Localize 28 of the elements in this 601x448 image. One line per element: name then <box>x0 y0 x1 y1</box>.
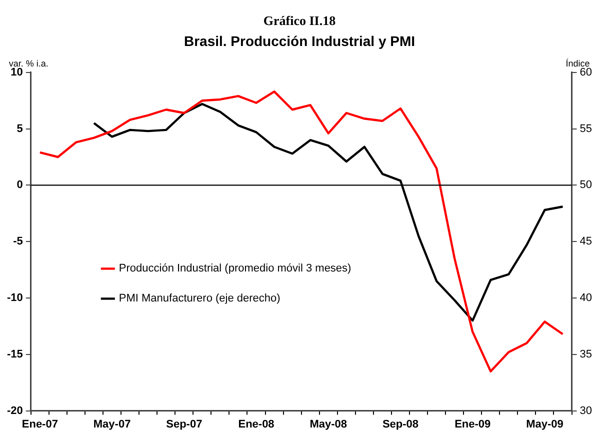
y-tick-label: -20 <box>6 404 23 417</box>
chart-subtitle: Brasil. Producción Industrial y PMI <box>184 32 416 49</box>
y-tick-label: 5 <box>16 122 23 135</box>
y-axis-title: var. % i.a. <box>8 58 48 68</box>
x-tick-label: May-09 <box>526 418 564 430</box>
legend-label: Producción Industrial (promedio móvil 3 meses) <box>118 262 352 275</box>
y2-tick-label: 50 <box>580 179 592 192</box>
y-tick-label: -5 <box>13 236 23 248</box>
y2-axis-title: Índice <box>566 58 590 68</box>
y-tick-label: 10 <box>10 66 23 78</box>
y-tick-label: -10 <box>6 292 23 304</box>
chart-title: Gráfico II.18 <box>263 13 336 28</box>
y2-tick-label: 60 <box>580 66 592 78</box>
y2-tick-label: 55 <box>580 122 592 135</box>
y2-tick-label: 35 <box>580 348 592 360</box>
x-tick-label: Ene-08 <box>238 418 274 430</box>
x-tick-label: Sep-08 <box>382 418 419 430</box>
y2-tick-label: 40 <box>580 292 592 304</box>
x-tick-label: May-07 <box>93 418 131 430</box>
x-tick-label: Ene-09 <box>454 418 491 430</box>
y-tick-label: 0 <box>16 179 23 192</box>
legend-label: PMI Manufacturero (eje derecho) <box>118 292 280 305</box>
x-tick-label: Ene-07 <box>22 418 58 430</box>
y-tick-label: -15 <box>6 348 23 360</box>
y2-tick-label: 45 <box>580 236 592 248</box>
x-tick-label: Sep-07 <box>166 418 202 430</box>
x-tick-label: May-08 <box>310 418 348 430</box>
y2-tick-label: 30 <box>580 404 592 417</box>
